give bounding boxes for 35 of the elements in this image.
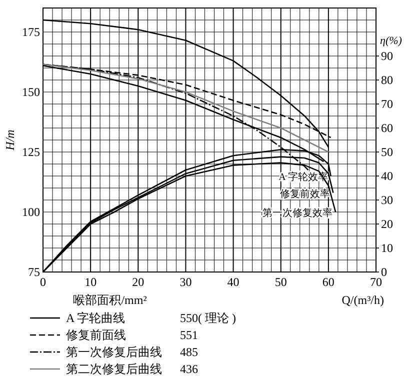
- legend-label: 第一次修复后曲线: [66, 345, 162, 359]
- x-tick-label: 50: [274, 275, 287, 289]
- legend-label: 修复前面线: [66, 328, 126, 342]
- x-tick-label: 70: [370, 275, 382, 289]
- y2-tick-label: 70: [381, 97, 393, 111]
- x-tick-label: 30: [180, 275, 192, 289]
- legend-item: 第二次修复后曲线 436: [30, 362, 198, 376]
- y2-tick-label: 40: [381, 169, 393, 183]
- legend-item: A 字轮曲线 550( 理论 ): [30, 311, 236, 325]
- y2-tick-label: 10: [381, 241, 393, 255]
- x-tick-label: 10: [84, 275, 97, 289]
- legend-item: 修复前面线 551: [30, 328, 198, 342]
- x-tick-label: 40: [227, 275, 240, 289]
- y2-tick-label: 60: [381, 121, 393, 135]
- x-tick-label: 60: [322, 275, 334, 289]
- y2-tick-label: 0: [381, 265, 387, 279]
- y2-tick-label: 50: [381, 145, 393, 159]
- y2-tick-label: 90: [381, 49, 393, 63]
- legend-label: A 字轮曲线: [66, 311, 126, 325]
- legend-label: 第二次修复后曲线: [66, 362, 162, 376]
- x-tick-label: 0: [40, 275, 46, 289]
- x-axis-title: Q/(m³/h): [342, 293, 384, 307]
- y2-tick-label: 30: [381, 193, 393, 207]
- y2-tick-label: 80: [381, 73, 393, 87]
- y-tick-label: 100: [22, 205, 40, 219]
- y-tick-label: 150: [22, 85, 40, 99]
- y-tick-label: 125: [22, 145, 40, 159]
- y-axis-title: H/m: [3, 129, 17, 152]
- y2-axis-title: η(%): [380, 35, 402, 47]
- x-tick-label: 20: [132, 275, 144, 289]
- y2-tick-label: 20: [381, 217, 393, 231]
- y-tick-label: 175: [22, 25, 40, 39]
- legend-item: 第一次修复后曲线 485: [30, 345, 198, 359]
- text: 喉部面积/mm²: [73, 293, 148, 307]
- y-tick-label: 75: [28, 265, 40, 279]
